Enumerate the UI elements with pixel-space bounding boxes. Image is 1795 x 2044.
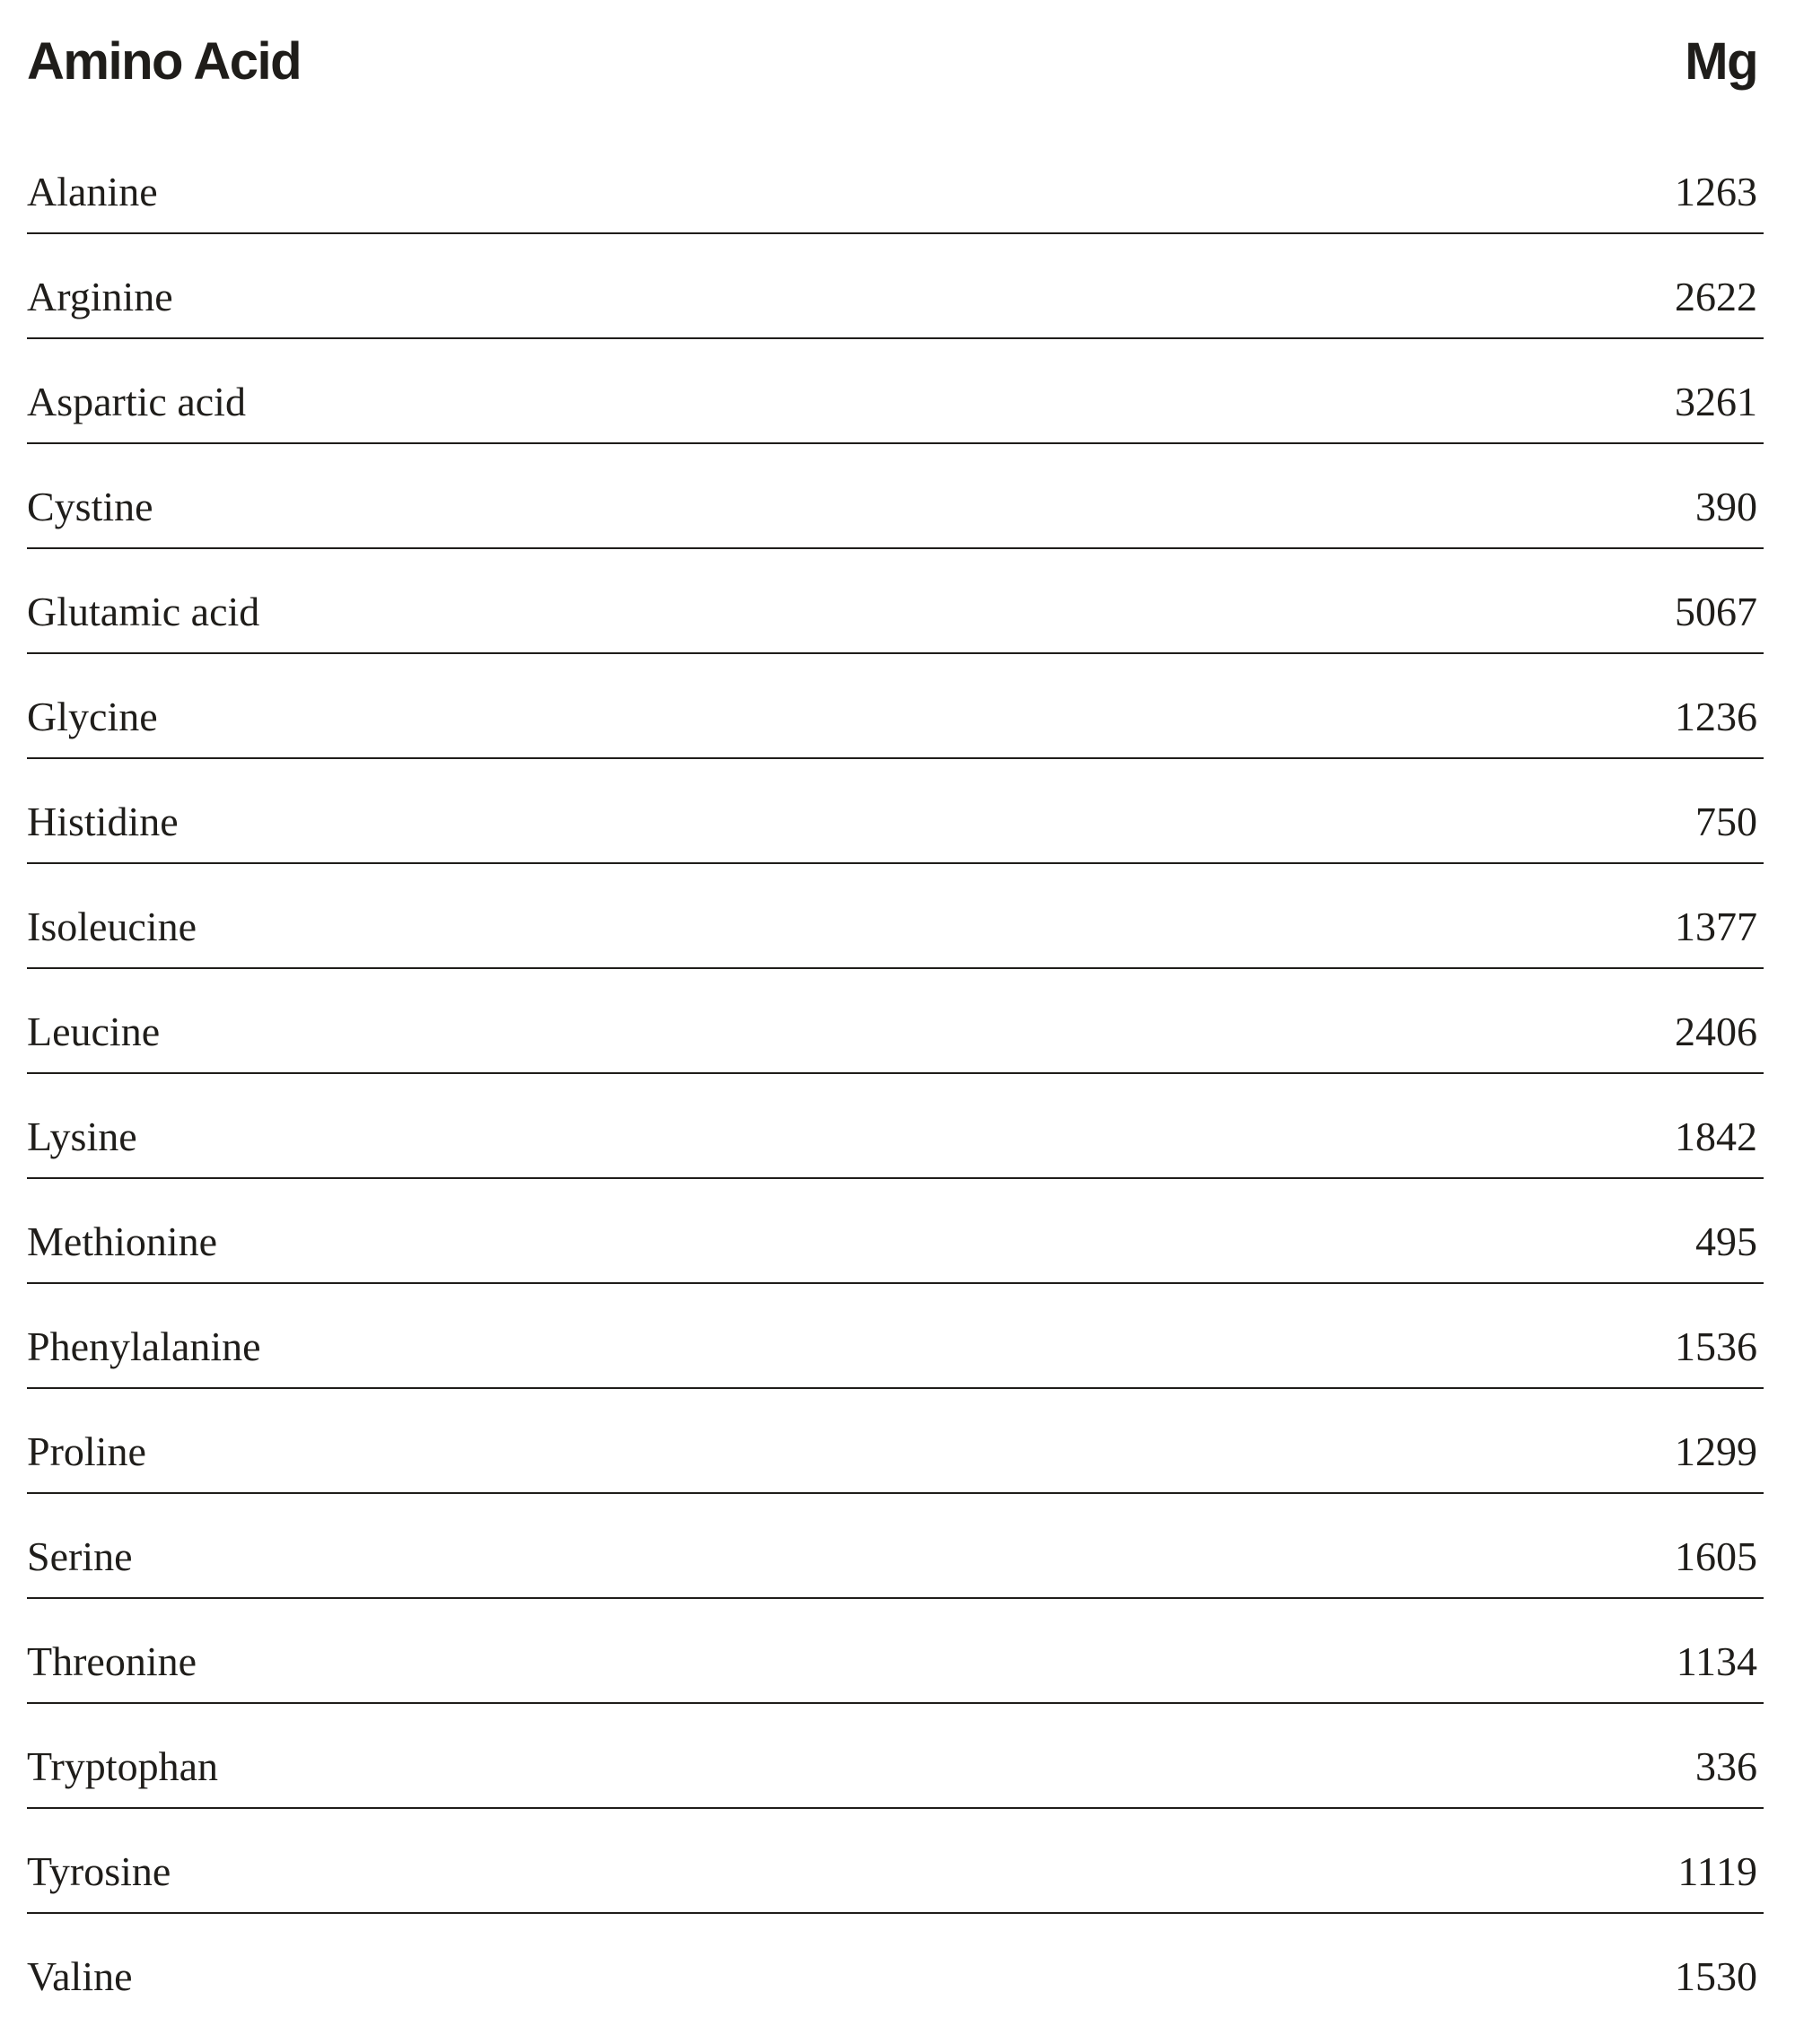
header-mg: Mg (1685, 32, 1758, 91)
amino-acid-name: Serine (27, 1533, 133, 1579)
amino-acid-mg: 3261 (1675, 378, 1757, 424)
amino-acid-mg: 750 (1695, 798, 1757, 844)
amino-acid-name: Glycine (27, 693, 158, 739)
amino-acid-name: Isoleucine (27, 903, 197, 949)
amino-acid-name: Alanine (27, 168, 158, 214)
amino-acid-name: Histidine (27, 798, 179, 844)
table-row: Valine 1530 (27, 1914, 1764, 2017)
amino-acid-name: Methionine (27, 1218, 218, 1264)
amino-acid-name: Glutamic acid (27, 588, 260, 634)
table-row: Threonine 1134 (27, 1599, 1764, 1704)
amino-acid-mg: 1377 (1675, 903, 1757, 949)
table-row: Cystine 390 (27, 444, 1764, 549)
table-body: Alanine 1263 Arginine 2622 Aspartic acid 3261… (27, 129, 1764, 2017)
amino-acid-mg: 1263 (1675, 168, 1757, 214)
table-row: Isoleucine 1377 (27, 864, 1764, 969)
table-row: Alanine 1263 (27, 129, 1764, 234)
amino-acid-mg: 1299 (1675, 1428, 1757, 1474)
amino-acid-name: Cystine (27, 483, 153, 529)
amino-acid-mg: 2406 (1675, 1008, 1757, 1054)
table-row: Arginine 2622 (27, 234, 1764, 339)
table-row: Glutamic acid 5067 (27, 549, 1764, 654)
table-row: Proline 1299 (27, 1389, 1764, 1494)
table-row: Aspartic acid 3261 (27, 339, 1764, 444)
amino-acid-mg: 1119 (1677, 1847, 1757, 1894)
table-row: Histidine 750 (27, 759, 1764, 864)
amino-acid-table: Amino Acid Mg Alanine 1263 Arginine 2622 Asp… (27, 0, 1764, 2017)
amino-acid-mg: 1605 (1675, 1533, 1757, 1579)
table-row: Leucine 2406 (27, 969, 1764, 1074)
amino-acid-mg: 390 (1695, 483, 1757, 529)
table-row: Lysine 1842 (27, 1074, 1764, 1179)
amino-acid-mg: 1530 (1675, 1952, 1757, 1999)
amino-acid-mg: 336 (1695, 1743, 1757, 1789)
table-row: Serine 1605 (27, 1494, 1764, 1599)
amino-acid-mg: 5067 (1675, 588, 1757, 634)
amino-acid-name: Valine (27, 1952, 133, 1999)
amino-acid-name: Tryptophan (27, 1743, 218, 1789)
amino-acid-name: Proline (27, 1428, 146, 1474)
amino-acid-mg: 2622 (1675, 273, 1757, 319)
table-header: Amino Acid Mg (27, 0, 1764, 129)
amino-acid-name: Arginine (27, 273, 173, 319)
amino-acid-mg: 1134 (1676, 1638, 1757, 1684)
amino-acid-name: Leucine (27, 1008, 161, 1054)
amino-acid-name: Phenylalanine (27, 1323, 261, 1369)
table-row: Tryptophan 336 (27, 1704, 1764, 1809)
amino-acid-name: Tyrosine (27, 1847, 171, 1894)
header-amino-acid: Amino Acid (27, 32, 302, 91)
table-row: Methionine 495 (27, 1179, 1764, 1284)
table-row: Glycine 1236 (27, 654, 1764, 759)
amino-acid-name: Aspartic acid (27, 378, 246, 424)
amino-acid-mg: 1536 (1675, 1323, 1757, 1369)
amino-acid-mg: 1842 (1675, 1113, 1757, 1159)
amino-acid-mg: 495 (1695, 1218, 1757, 1264)
amino-acid-name: Threonine (27, 1638, 197, 1684)
table-row: Phenylalanine 1536 (27, 1284, 1764, 1389)
amino-acid-mg: 1236 (1675, 693, 1757, 739)
table-row: Tyrosine 1119 (27, 1809, 1764, 1914)
amino-acid-name: Lysine (27, 1113, 137, 1159)
